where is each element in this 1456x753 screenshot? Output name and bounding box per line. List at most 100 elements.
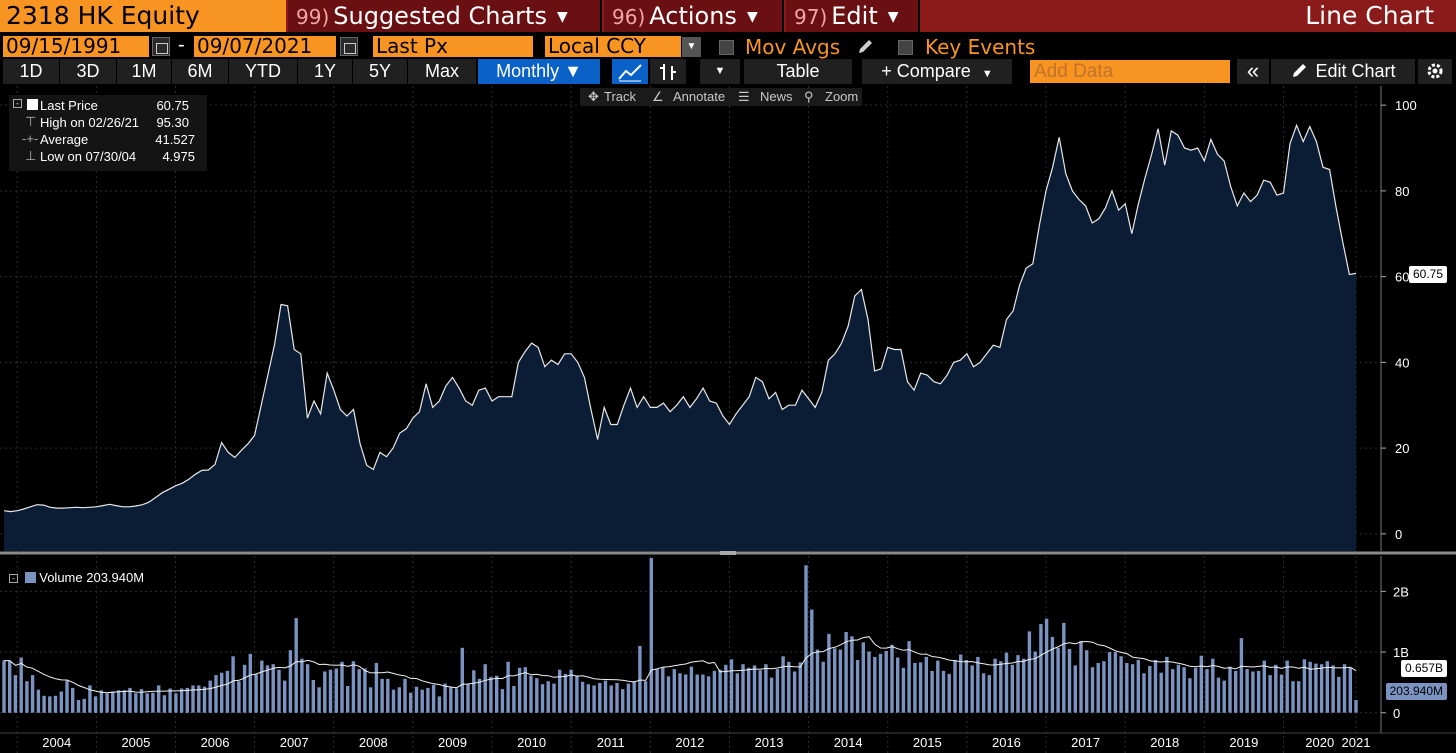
annotate-icon[interactable]: ∠ [652, 89, 664, 104]
suggested-charts-menu[interactable]: 99) Suggested Charts ▼ [288, 0, 602, 32]
x-tick-label: 2010 [517, 735, 546, 750]
x-tick-label: 2012 [675, 735, 704, 750]
key-events-checkbox[interactable] [898, 40, 913, 55]
menu-label: Edit [831, 2, 878, 30]
volume-bar [1199, 655, 1203, 713]
volume-bar [472, 670, 476, 713]
volume-bar [867, 651, 871, 713]
x-tick-label: 2016 [992, 735, 1021, 750]
price-tick-label: 100 [1395, 98, 1417, 113]
period-1y-button[interactable]: 1Y [298, 59, 352, 84]
calendar-icon[interactable] [152, 37, 170, 56]
crosshair-icon[interactable]: ✥ [588, 89, 599, 104]
line-chart-icon[interactable] [612, 59, 648, 84]
volume-bar [1262, 660, 1266, 713]
volume-bar [981, 673, 986, 713]
collapse-box-icon[interactable]: - [13, 99, 22, 108]
period-3d-button[interactable]: 3D [60, 59, 116, 84]
volume-bar [999, 661, 1003, 713]
volume-bar [449, 687, 453, 713]
legend-label: Last Price [40, 98, 98, 113]
zoom-button[interactable]: Zoom [825, 89, 859, 104]
volume-bar [1291, 681, 1295, 713]
volume-bar [105, 693, 109, 713]
edit-menu[interactable]: 97) Edit ▼ [786, 0, 920, 32]
news-button[interactable]: News [760, 89, 793, 104]
pencil-icon[interactable] [856, 38, 876, 56]
volume-bar [426, 687, 430, 713]
volume-bar [747, 667, 751, 713]
volume-bar [936, 660, 940, 713]
pane-divider-handle[interactable] [720, 551, 736, 555]
edit-chart-button[interactable]: Edit Chart [1271, 59, 1415, 84]
volume-bar [947, 673, 951, 713]
volume-bar [495, 675, 499, 713]
key-events-label[interactable]: Key Events [925, 35, 1036, 59]
volume-bar [157, 685, 161, 713]
volume-bar [134, 693, 138, 713]
volume-bar [1171, 669, 1175, 713]
volume-bar [116, 690, 121, 713]
date-separator: - [178, 34, 185, 56]
volume-bar [1119, 656, 1123, 713]
annotate-button[interactable]: Annotate [673, 89, 726, 104]
volume-bar [323, 671, 327, 713]
volume-bar [179, 688, 184, 713]
table-button[interactable]: Table [744, 59, 852, 84]
mov-avgs-label[interactable]: Mov Avgs [745, 35, 841, 59]
period-5y-button[interactable]: 5Y [353, 59, 407, 84]
volume-bar [454, 688, 459, 713]
period-1m-button[interactable]: 1M [117, 59, 171, 84]
volume-bar [586, 684, 590, 713]
price-tick-label: 80 [1395, 184, 1409, 199]
volume-bar [987, 675, 991, 713]
collapse-icon[interactable]: « [1237, 59, 1269, 84]
calendar-icon[interactable] [340, 37, 358, 56]
volume-bar [833, 648, 837, 713]
volume-bar [1022, 658, 1026, 713]
volume-bar [626, 683, 631, 713]
volume-bar [1004, 652, 1009, 713]
end-date-field[interactable]: 09/07/2021 [194, 36, 336, 57]
ticker-field[interactable]: 2318 HK Equity [0, 0, 286, 32]
period-1d-button[interactable]: 1D [3, 59, 59, 84]
volume-bar [25, 681, 29, 713]
volume-bar [220, 672, 224, 713]
news-icon[interactable]: ☰ [738, 89, 750, 104]
compare-button[interactable]: + Compare ▼ [862, 59, 1012, 84]
volume-bar [1302, 659, 1307, 713]
volume-bar [752, 665, 757, 713]
volume-bar [643, 681, 648, 713]
volume-moving-average-line [4, 636, 1357, 694]
volume-bar [1268, 675, 1272, 713]
volume-bar [317, 687, 321, 713]
volume-bar [1107, 652, 1112, 713]
zoom-icon[interactable]: ⚲ [804, 89, 814, 104]
volume-bar [741, 664, 745, 713]
currency-selector[interactable]: Local CCY [545, 36, 681, 57]
volume-bar [1342, 664, 1347, 713]
period-ytd-button[interactable]: YTD [229, 59, 297, 84]
volume-bar [649, 558, 653, 713]
volume-bar [764, 664, 768, 713]
x-tick-label: 2019 [1229, 735, 1258, 750]
volume-bar [1337, 676, 1341, 713]
bar-chart-icon[interactable] [650, 59, 686, 84]
frequency-dropdown[interactable]: Monthly ▼ [478, 59, 600, 84]
start-date-field[interactable]: 09/15/1991 [3, 36, 149, 57]
period-max-button[interactable]: Max [408, 59, 476, 84]
volume-bar [403, 678, 407, 713]
gear-icon[interactable] [1418, 59, 1452, 84]
volume-bar [535, 678, 539, 713]
currency-dropdown-icon[interactable]: ▼ [682, 37, 701, 57]
volume-bar [443, 683, 447, 713]
field-selector[interactable]: Last Px [373, 36, 533, 57]
track-button[interactable]: Track [604, 89, 637, 104]
chart-style-dropdown-icon[interactable]: ▼ [700, 59, 740, 84]
mov-avgs-checkbox[interactable] [719, 40, 734, 55]
period-6m-button[interactable]: 6M [172, 59, 228, 84]
actions-menu[interactable]: 96) Actions ▼ [604, 0, 784, 32]
collapse-box-icon[interactable]: - [9, 574, 18, 583]
add-data-input[interactable]: Add Data [1030, 60, 1230, 83]
